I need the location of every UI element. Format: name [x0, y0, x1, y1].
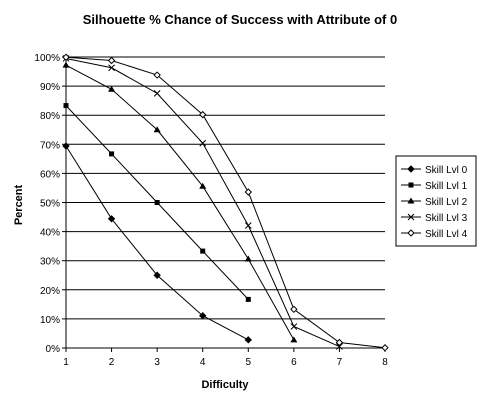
y-tick-label: 100% [34, 53, 60, 64]
legend-item: Skill Lvl 3 [401, 213, 468, 224]
chart-title: Silhouette % Chance of Success with Attr… [83, 12, 397, 27]
y-tick-label: 60% [40, 169, 60, 180]
data-point [407, 165, 415, 173]
x-tick-label: 5 [246, 357, 252, 368]
series-skill-lvl-4 [62, 53, 389, 352]
data-point [244, 222, 252, 229]
data-point [407, 229, 415, 237]
series-lines [62, 53, 389, 352]
series-skill-lvl-1 [63, 103, 251, 302]
series-line [65, 56, 386, 349]
legend-label: Skill Lvl 4 [425, 229, 468, 240]
legend-label: Skill Lvl 3 [425, 213, 468, 224]
data-point [63, 103, 69, 109]
data-point [109, 151, 115, 157]
x-tick-label: 3 [154, 357, 160, 368]
y-tick-label: 0% [46, 344, 61, 355]
data-point [290, 305, 298, 314]
data-point [407, 197, 415, 204]
legend-label: Skill Lvl 2 [425, 197, 468, 208]
grid-lines [66, 56, 385, 320]
y-axis-title: Percent [13, 184, 25, 225]
data-point [244, 255, 252, 262]
data-point [407, 213, 415, 221]
x-tick-label: 6 [291, 357, 297, 368]
data-point [62, 142, 70, 150]
legend-label: Skill Lvl 0 [425, 165, 468, 176]
y-tick-label: 20% [40, 286, 60, 297]
data-point [62, 61, 70, 68]
y-tick-label: 50% [40, 199, 60, 210]
legend-label: Skill Lvl 1 [425, 181, 468, 192]
data-point [244, 188, 252, 196]
data-point [107, 56, 116, 65]
data-point [408, 182, 414, 188]
data-point [199, 311, 207, 320]
y-tick-label: 80% [40, 111, 60, 122]
series-skill-lvl-2 [62, 61, 298, 343]
data-point [290, 323, 298, 330]
series-line [65, 64, 295, 341]
legend-item: Skill Lvl 4 [401, 229, 468, 240]
data-point [290, 336, 298, 343]
x-tick-label: 1 [63, 357, 69, 368]
x-tick-label: 2 [109, 357, 115, 368]
data-point [199, 182, 207, 189]
y-tick-label: 70% [40, 140, 60, 151]
legend-item: Skill Lvl 2 [401, 197, 468, 208]
x-tick-label: 7 [337, 357, 343, 368]
data-point [153, 126, 161, 133]
x-tick-label: 4 [200, 357, 206, 368]
data-point [62, 53, 70, 61]
data-point [200, 248, 206, 254]
y-tick-label: 10% [40, 315, 60, 326]
y-tick-label: 40% [40, 228, 60, 239]
data-point [245, 296, 251, 302]
data-point [335, 338, 344, 347]
y-tick-label: 30% [40, 257, 60, 268]
data-point [336, 343, 343, 350]
data-point [199, 110, 207, 119]
data-point [154, 200, 160, 205]
data-point [244, 336, 252, 344]
legend: Skill Lvl 0 Skill Lvl 1 Skill Lvl 2 Skill L… [395, 155, 477, 247]
legend-item: Skill Lvl 0 [401, 165, 468, 176]
data-point [199, 139, 207, 147]
data-point [381, 344, 389, 352]
data-point [153, 271, 161, 279]
data-point [108, 85, 116, 92]
series-skill-lvl-0 [62, 142, 252, 344]
data-point [153, 71, 161, 79]
legend-item: Skill Lvl 1 [401, 181, 468, 192]
x-tick-label: 8 [382, 357, 388, 368]
data-point [108, 64, 115, 72]
data-point [107, 215, 116, 223]
tick-labels: 0% 10% 20% 30% 40% 50% 60% 70% 80% 90% 100% 1 2 3 4 5 6 7… [34, 53, 388, 368]
x-axis-title: Difficulty [201, 379, 249, 391]
axes [62, 56, 386, 352]
y-tick-label: 90% [40, 82, 60, 93]
data-point [153, 90, 161, 97]
